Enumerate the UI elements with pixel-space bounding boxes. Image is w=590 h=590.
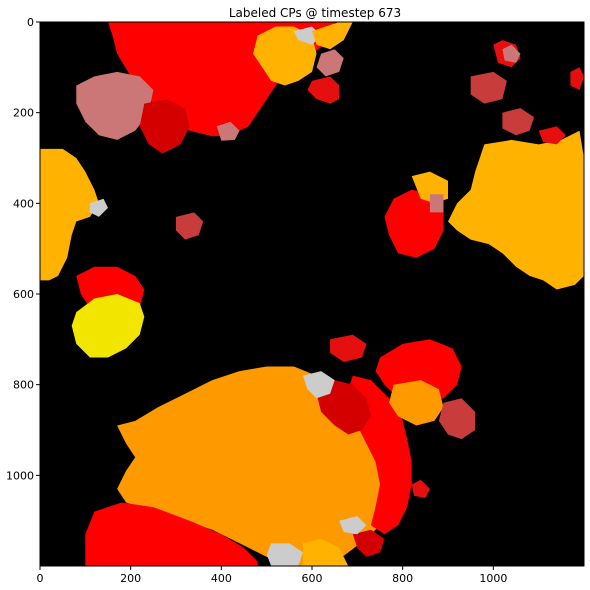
x-tick-label: 600 bbox=[302, 572, 323, 585]
x-axis: 0 200 400 600 800 1000 bbox=[37, 566, 507, 585]
region-bottom-gray-top bbox=[302, 371, 335, 399]
region-bottom-dusty-right bbox=[438, 398, 476, 440]
region-right-crimson-mid bbox=[538, 126, 566, 145]
chart-title: Labeled CPs @ timestep 673 bbox=[229, 6, 401, 20]
y-tick-label: 1000 bbox=[6, 469, 34, 482]
region-pink-left-block bbox=[76, 71, 154, 140]
region-bottom-red-coast-lower bbox=[85, 502, 258, 566]
region-right-red-blob bbox=[384, 189, 444, 258]
region-right-crimson-far bbox=[570, 67, 584, 90]
region-bottom-gray-lower bbox=[266, 543, 303, 566]
region-right-pink-top bbox=[502, 44, 521, 63]
region-top-right-pinks bbox=[316, 49, 344, 77]
label-regions bbox=[40, 22, 584, 566]
region-yellow-blob bbox=[71, 294, 145, 358]
y-tick-label: 0 bbox=[27, 16, 34, 29]
y-tick-label: 600 bbox=[13, 288, 34, 301]
x-tick-label: 400 bbox=[211, 572, 232, 585]
region-top-orange-strip bbox=[312, 22, 353, 50]
region-right-amber-continent bbox=[448, 130, 584, 290]
region-bottom-amber-lower bbox=[302, 538, 349, 566]
x-tick-label: 800 bbox=[392, 572, 413, 585]
x-tick-label: 200 bbox=[120, 572, 141, 585]
y-axis: 0 200 400 600 800 1000 bbox=[6, 16, 40, 482]
region-bottom-crimson-spot bbox=[330, 334, 367, 362]
region-left-pink-small bbox=[216, 121, 240, 141]
region-dark-red-patch bbox=[139, 99, 190, 154]
region-top-right-crimson bbox=[307, 76, 340, 104]
y-tick-label: 400 bbox=[13, 197, 34, 210]
region-bottom-orange-small bbox=[389, 380, 444, 426]
region-bottom-red-tip bbox=[352, 529, 385, 557]
region-left-gray-small bbox=[89, 198, 108, 217]
region-left-amber-coast bbox=[40, 148, 99, 281]
x-tick-label: 1000 bbox=[479, 572, 507, 585]
region-right-dusty-2 bbox=[502, 108, 535, 136]
region-small-crimson-right-bottom bbox=[411, 479, 430, 498]
region-right-dusty-1 bbox=[470, 71, 507, 104]
region-right-pink-small bbox=[429, 194, 444, 213]
region-bottom-gray-mid bbox=[339, 516, 367, 535]
y-tick-label: 200 bbox=[13, 107, 34, 120]
region-bottom-orange-continent bbox=[117, 366, 390, 566]
y-tick-label: 800 bbox=[13, 379, 34, 392]
region-top-amber-cap bbox=[253, 26, 317, 86]
x-tick-label: 0 bbox=[37, 572, 44, 585]
region-mid-crimson-a bbox=[176, 212, 204, 240]
